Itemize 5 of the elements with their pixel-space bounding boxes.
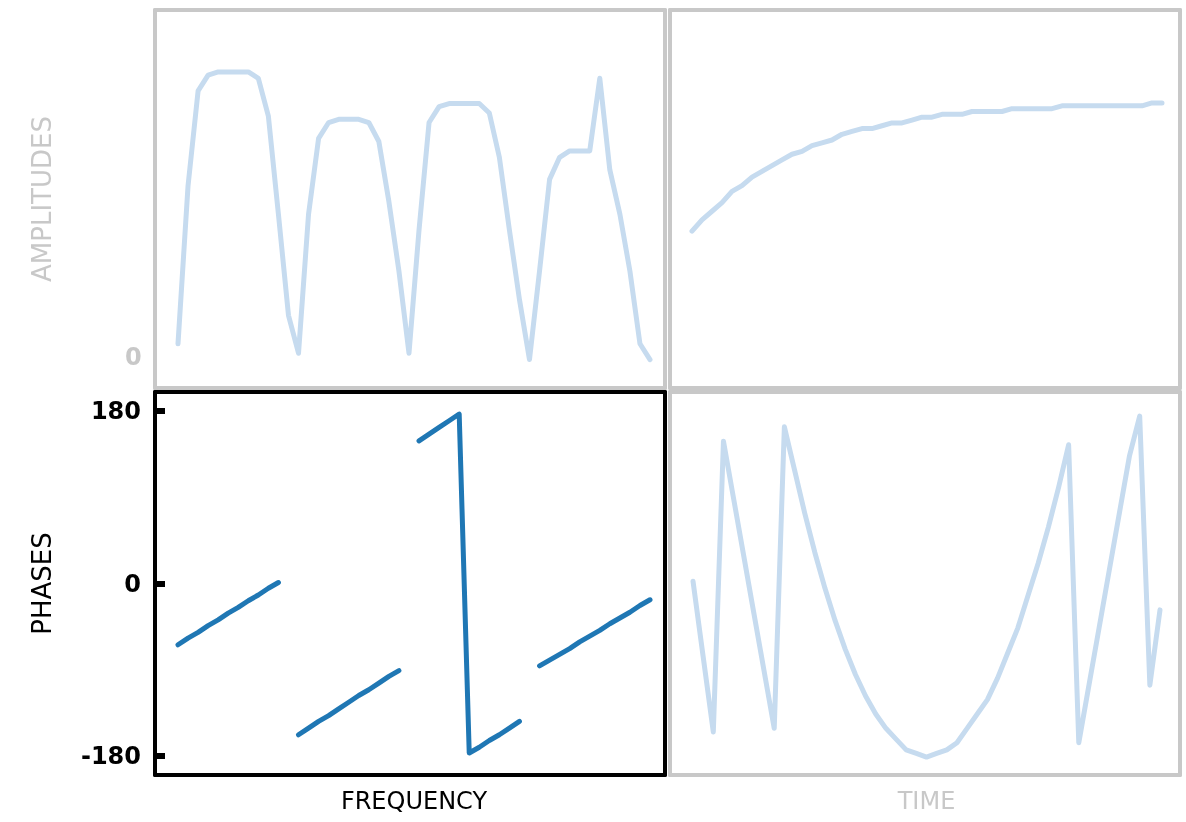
y-tick-label: -180	[80, 741, 141, 770]
y-tick-label: 180	[90, 397, 141, 426]
x-axis-title: FREQUENCY	[340, 787, 488, 815]
y-axis-title: PHASES	[27, 532, 57, 635]
y-tick-label: 0	[124, 569, 141, 598]
